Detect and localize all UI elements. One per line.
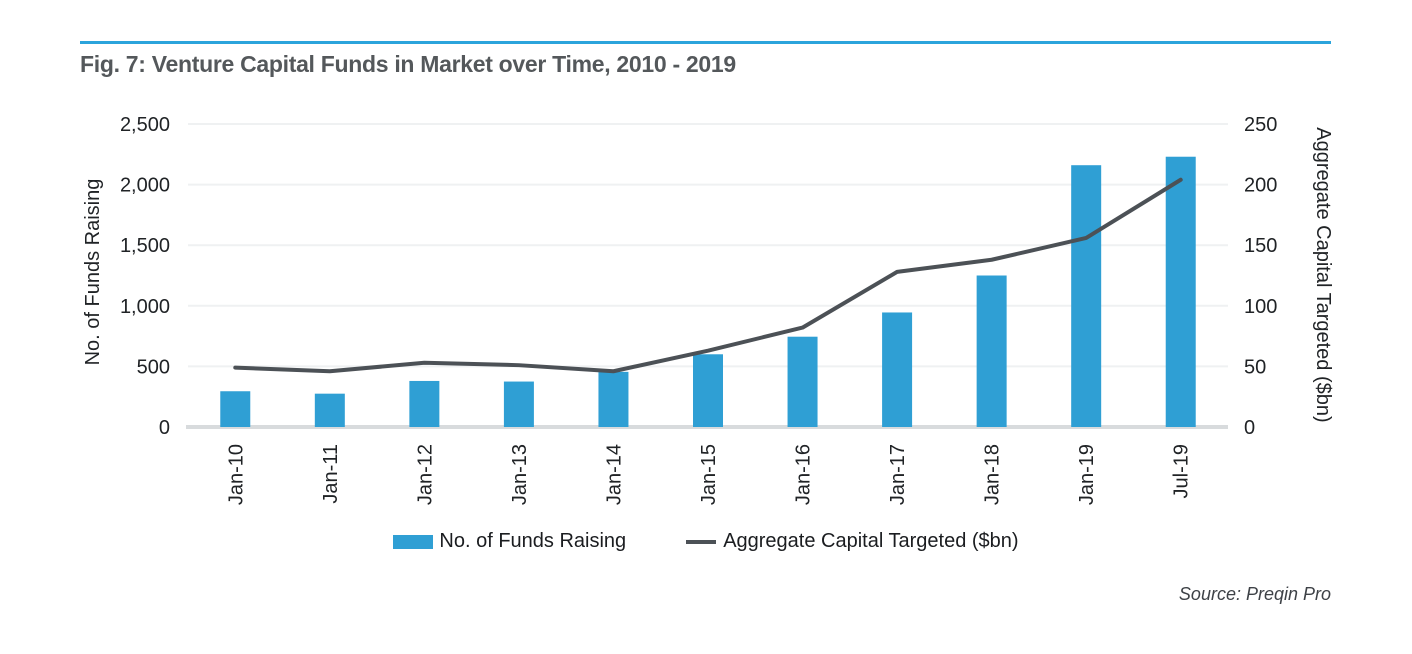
left-axis-tick-1,500: 1,500	[120, 235, 170, 257]
x-label-Jan-14: Jan-14	[603, 444, 625, 505]
x-label-Jan-13: Jan-13	[509, 444, 531, 505]
right-axis-tick-200: 200	[1244, 175, 1277, 197]
x-label-Jan-19: Jan-19	[1076, 444, 1098, 505]
x-label-Jan-10: Jan-10	[225, 444, 247, 505]
legend-item-capital-targeted: Aggregate Capital Targeted ($bn)	[686, 530, 1019, 553]
figure-title: Fig. 7: Venture Capital Funds in Market …	[80, 51, 736, 77]
right-axis-tick-250: 250	[1244, 114, 1277, 136]
left-axis-tick-0: 0	[159, 417, 170, 439]
x-label-Jan-11: Jan-11	[320, 444, 342, 504]
bar-Jan-11	[314, 393, 345, 427]
bar-Jan-16	[787, 336, 818, 427]
legend-label-funds-raising: No. of Funds Raising	[439, 530, 627, 552]
x-label-Jan-15: Jan-15	[698, 444, 720, 505]
capital-targeted-line	[233, 177, 1183, 374]
left-axis-title: No. of Funds Raising	[82, 179, 104, 366]
bar-Jan-12	[409, 380, 440, 427]
right-axis-tick-0: 0	[1244, 417, 1255, 439]
left-axis-tick-1,000: 1,000	[120, 296, 170, 318]
x-label-Jan-17: Jan-17	[887, 444, 909, 505]
right-axis-tick-50: 50	[1244, 356, 1266, 378]
bar-Jan-18	[976, 275, 1007, 427]
right-axis-title: Aggregate Capital Targeted ($bn)	[1312, 127, 1334, 422]
right-axis-tick-150: 150	[1244, 235, 1277, 257]
left-axis-tick-500: 500	[137, 356, 170, 378]
left-axis-tick-2,000: 2,000	[120, 175, 170, 197]
x-label-Jan-18: Jan-18	[982, 444, 1004, 505]
bar-series-swatch-icon	[393, 534, 434, 549]
bar-Jan-14	[598, 371, 629, 427]
bar-Jan-17	[882, 312, 913, 427]
bar-Jan-10	[220, 391, 251, 427]
x-label-Jan-12: Jan-12	[414, 444, 436, 505]
bar-Jan-13	[503, 381, 534, 427]
right-axis-tick-100: 100	[1244, 296, 1277, 318]
bar-Jan-15	[693, 354, 723, 427]
line-series-swatch-icon	[686, 539, 717, 544]
legend-item-funds-raising: No. of Funds Raising	[393, 530, 626, 553]
source-credit: Source: Preqin Pro	[1178, 584, 1331, 604]
legend-label-capital-targeted: Aggregate Capital Targeted ($bn)	[723, 530, 1019, 552]
bar-Jan-19	[1071, 165, 1102, 427]
x-label-Jul-19: Jul-19	[1171, 444, 1193, 498]
left-axis-tick-2,500: 2,500	[120, 114, 170, 136]
bar-Jul-19	[1165, 156, 1196, 427]
accent-rule	[80, 41, 1331, 44]
chart-legend: No. of Funds Raising Aggregate Capital T…	[0, 530, 1412, 553]
x-label-Jan-16: Jan-16	[793, 444, 815, 505]
